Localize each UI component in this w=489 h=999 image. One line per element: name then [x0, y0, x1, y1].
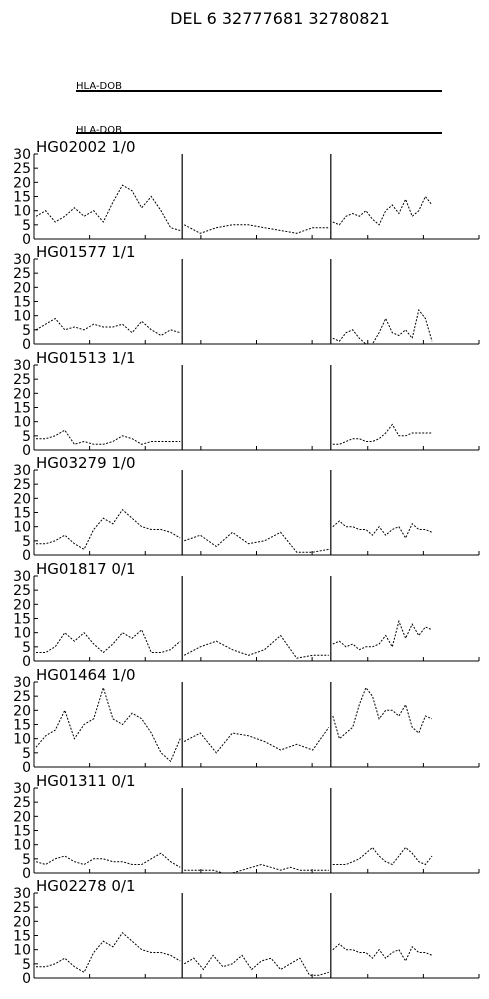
y-tick-label: 15 — [13, 401, 31, 417]
y-tick-label: 20 — [13, 597, 31, 613]
coverage-line-deleted — [183, 224, 329, 234]
coverage-line-left — [36, 931, 181, 974]
y-tick-label: 0 — [22, 760, 31, 776]
sample-label: HG02278 0/1 — [36, 877, 136, 895]
coverage-line-right — [332, 686, 433, 740]
y-tick-label: 30 — [13, 252, 31, 268]
coverage-line-deleted — [184, 863, 329, 874]
y-tick-label: 10 — [13, 204, 31, 220]
sample-label: HG01311 0/1 — [36, 772, 136, 790]
coverage-line-right — [332, 195, 433, 226]
y-tick-label: 25 — [13, 161, 31, 177]
gene-track-label-1: HLA-DOB — [76, 81, 122, 92]
y-tick-label: 25 — [13, 689, 31, 705]
y-tick-label: 0 — [22, 232, 31, 248]
coverage-line-left — [35, 317, 181, 337]
coverage-line-right — [332, 943, 433, 963]
coverage-line-deleted — [183, 634, 329, 659]
gene-track-label-2: HLA-DOB — [76, 125, 122, 136]
coverage-line-deleted — [183, 727, 330, 754]
y-tick-label: 30 — [13, 463, 31, 479]
y-tick-label: 30 — [13, 675, 31, 691]
y-tick-label: 15 — [13, 612, 31, 628]
coverage-line-right — [332, 846, 433, 866]
coverage-line-deleted — [183, 954, 329, 976]
y-tick-label: 20 — [13, 809, 31, 825]
sample-label: HG03279 1/0 — [36, 454, 136, 472]
y-tick-label: 25 — [13, 583, 31, 599]
coverage-line-right — [332, 619, 433, 651]
sample-label: HG01464 1/0 — [36, 666, 136, 684]
y-tick-label: 10 — [13, 415, 31, 431]
y-tick-label: 25 — [13, 477, 31, 493]
coverage-line-left — [35, 184, 181, 231]
y-tick-label: 5 — [22, 323, 31, 339]
y-tick-label: 25 — [13, 900, 31, 916]
y-tick-label: 5 — [22, 640, 31, 656]
y-tick-label: 30 — [13, 781, 31, 797]
y-tick-label: 20 — [13, 386, 31, 402]
y-tick-label: 25 — [13, 266, 31, 282]
y-tick-label: 20 — [13, 175, 31, 191]
y-tick-label: 10 — [13, 626, 31, 642]
coverage-line-right — [332, 308, 433, 345]
sample-label: HG01577 1/1 — [36, 243, 136, 261]
y-tick-label: 0 — [22, 337, 31, 353]
y-tick-label: 15 — [13, 824, 31, 840]
y-tick-label: 10 — [13, 943, 31, 959]
y-tick-label: 15 — [13, 929, 31, 945]
y-tick-label: 10 — [13, 520, 31, 536]
sample-label: HG01513 1/1 — [36, 349, 136, 367]
y-tick-label: 5 — [22, 218, 31, 234]
y-tick-label: 25 — [13, 795, 31, 811]
coverage-line-left — [36, 429, 181, 445]
y-tick-label: 0 — [22, 866, 31, 882]
coverage-line-right — [332, 423, 432, 445]
coverage-line-deleted — [184, 531, 329, 553]
y-tick-label: 0 — [22, 654, 31, 670]
y-tick-label: 25 — [13, 372, 31, 388]
y-tick-label: 10 — [13, 309, 31, 325]
coverage-line-right — [332, 520, 433, 540]
y-tick-label: 20 — [13, 280, 31, 296]
y-tick-label: 15 — [13, 506, 31, 522]
coverage-line-left — [36, 628, 181, 654]
y-tick-label: 5 — [22, 429, 31, 445]
y-tick-label: 20 — [13, 491, 31, 507]
y-tick-label: 20 — [13, 914, 31, 930]
y-tick-label: 30 — [13, 358, 31, 374]
y-tick-label: 0 — [22, 548, 31, 564]
y-tick-label: 30 — [13, 147, 31, 163]
chart-title: DEL 6 32777681 32780821 — [170, 9, 390, 28]
y-tick-label: 15 — [13, 295, 31, 311]
y-tick-label: 0 — [22, 443, 31, 459]
coverage-line-left — [36, 508, 181, 551]
y-tick-label: 10 — [13, 838, 31, 854]
y-tick-label: 5 — [22, 957, 31, 973]
sample-label: HG02002 1/0 — [36, 138, 136, 156]
coverage-line-left — [35, 852, 181, 868]
y-tick-label: 30 — [13, 569, 31, 585]
y-tick-label: 5 — [22, 534, 31, 550]
y-tick-label: 15 — [13, 718, 31, 734]
y-tick-label: 15 — [13, 190, 31, 206]
y-tick-label: 0 — [22, 971, 31, 987]
y-tick-label: 30 — [13, 886, 31, 902]
y-tick-label: 5 — [22, 746, 31, 762]
sample-label: HG01817 0/1 — [36, 560, 136, 578]
y-tick-label: 20 — [13, 703, 31, 719]
y-tick-label: 5 — [22, 852, 31, 868]
y-tick-label: 10 — [13, 732, 31, 748]
coverage-line-left — [35, 686, 181, 763]
